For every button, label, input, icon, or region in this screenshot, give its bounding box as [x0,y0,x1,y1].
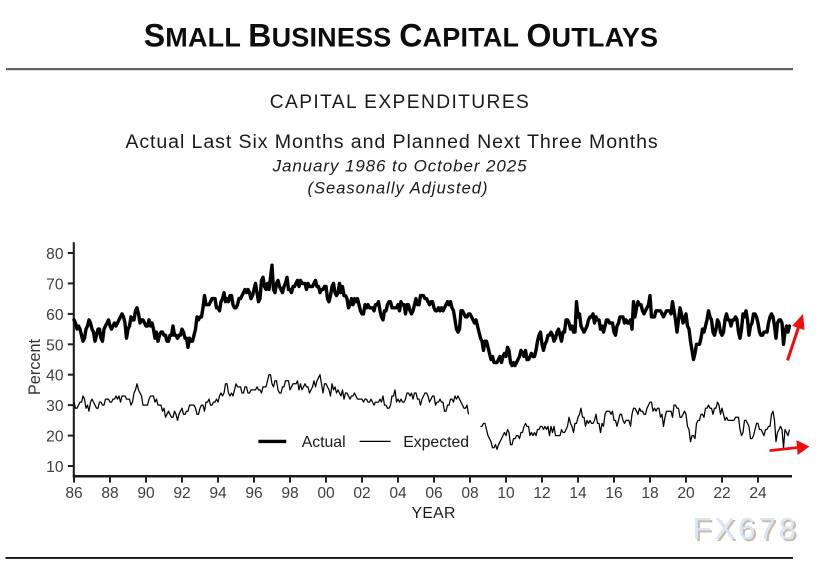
svg-text:14: 14 [569,485,587,502]
svg-text:40: 40 [46,368,64,385]
svg-text:Percent: Percent [26,338,44,395]
svg-text:02: 02 [353,485,370,502]
svg-text:98: 98 [281,485,298,502]
svg-text:(Seasonally Adjusted): (Seasonally Adjusted) [308,180,489,198]
svg-text:10: 10 [46,459,64,476]
svg-text:12: 12 [533,485,550,502]
svg-text:00: 00 [317,485,335,502]
svg-text:24: 24 [749,485,767,502]
svg-text:60: 60 [46,307,64,324]
svg-text:96: 96 [245,485,262,502]
svg-text:86: 86 [65,485,82,502]
svg-text:FX678: FX678 [693,511,799,546]
svg-text:Expected: Expected [403,434,469,451]
svg-text:22: 22 [713,485,730,502]
svg-text:16: 16 [605,485,622,502]
svg-text:08: 08 [461,485,478,502]
svg-text:CAPITAL EXPENDITURES: CAPITAL EXPENDITURES [270,92,530,113]
svg-text:YEAR: YEAR [411,505,455,522]
svg-text:80: 80 [46,246,64,263]
svg-text:January 1986 to October 2025: January 1986 to October 2025 [272,157,528,176]
svg-text:88: 88 [101,485,118,502]
svg-text:18: 18 [641,485,658,502]
svg-text:04: 04 [389,485,407,502]
svg-text:70: 70 [46,276,64,293]
svg-text:92: 92 [173,485,190,502]
svg-text:50: 50 [46,337,64,354]
svg-text:30: 30 [46,398,64,415]
svg-text:20: 20 [46,429,64,446]
svg-text:10: 10 [497,485,515,502]
svg-text:Actual: Actual [302,434,346,451]
svg-text:94: 94 [209,485,227,502]
svg-text:90: 90 [137,485,155,502]
svg-text:Actual Last Six Months and Pla: Actual Last Six Months and Planned Next … [125,131,658,153]
svg-text:SMALL BUSINESS CAPITAL OUTLAYS: SMALL BUSINESS CAPITAL OUTLAYS [144,18,659,54]
svg-text:20: 20 [677,485,695,502]
svg-text:FX678: FX678 [695,513,801,548]
svg-text:06: 06 [425,485,442,502]
